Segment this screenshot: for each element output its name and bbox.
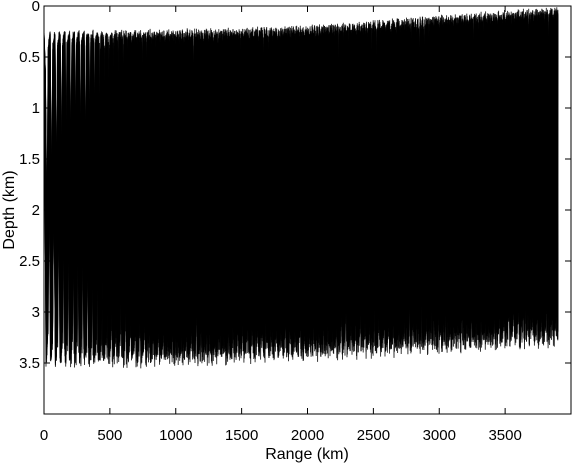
x-tick-label: 0 bbox=[40, 427, 48, 444]
y-tick-label: 1 bbox=[32, 100, 40, 117]
y-tick-label: 3.5 bbox=[19, 355, 40, 372]
axis-ticks: 0 500 1000 1500 2000 2500 3000 3500 0 0.5 1 1.5 2 2.5… bbox=[19, 0, 571, 444]
x-tick-label: 1500 bbox=[225, 427, 258, 444]
y-axis-label: Depth (km) bbox=[1, 170, 18, 249]
ray-path bbox=[44, 8, 559, 335]
ray-path bbox=[44, 7, 559, 335]
x-tick-label: 500 bbox=[97, 427, 122, 444]
x-tick-label: 1000 bbox=[159, 427, 192, 444]
x-tick-label: 2000 bbox=[291, 427, 324, 444]
y-tick-label: 1.5 bbox=[19, 151, 40, 168]
y-tick-label: 2 bbox=[32, 202, 40, 219]
x-tick-label: 3500 bbox=[488, 427, 521, 444]
ray-paths bbox=[43, 7, 559, 369]
x-tick-label: 3000 bbox=[423, 427, 456, 444]
y-tick-label: 0 bbox=[32, 0, 40, 15]
y-tick-label: 0.5 bbox=[19, 49, 40, 66]
x-axis-label: Range (km) bbox=[265, 446, 349, 463]
x-tick-label: 2500 bbox=[357, 427, 390, 444]
y-tick-label: 3 bbox=[32, 304, 40, 321]
y-tick-label: 2.5 bbox=[19, 253, 40, 270]
